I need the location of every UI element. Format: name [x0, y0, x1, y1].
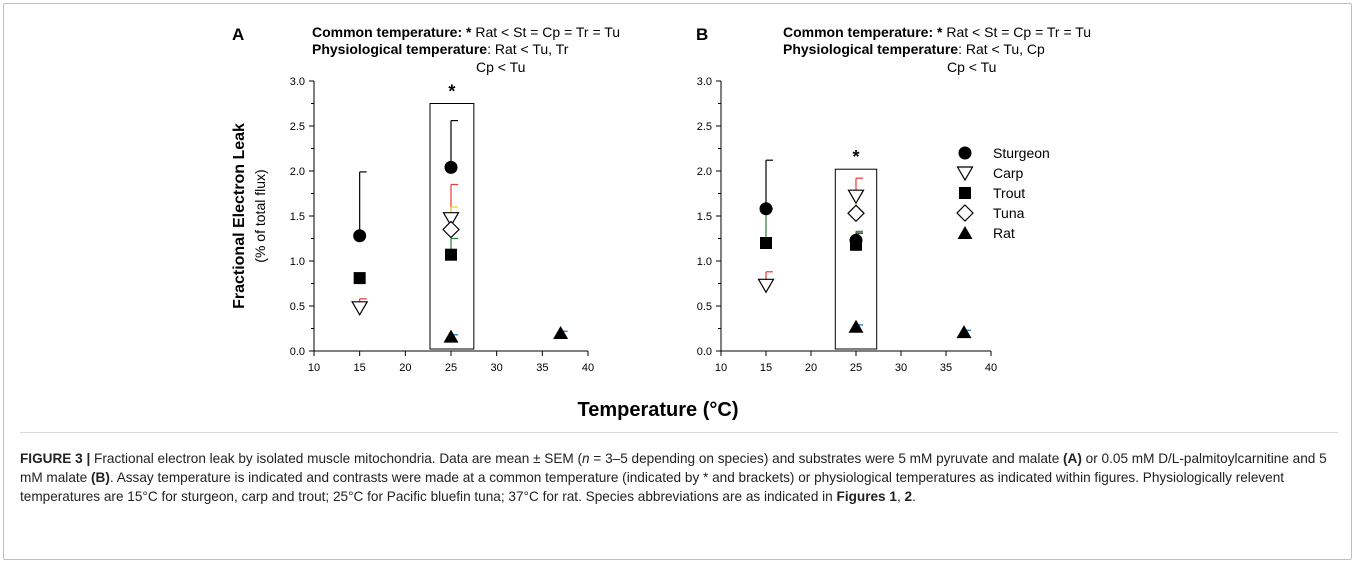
data-point-tuna: [847, 204, 865, 223]
data-point-carp: [757, 278, 775, 294]
annotation-physiological-line3: Cp < Tu: [476, 59, 525, 75]
annotation-common-label: Common temperature: *: [312, 24, 475, 40]
annotation-common-label: Common temperature: *: [783, 24, 946, 40]
x-tick-label: 40: [985, 362, 997, 374]
y-axis-title: Fractional Electron Leak: [231, 123, 248, 309]
x-tick-label: 30: [895, 362, 907, 374]
x-axis-title: Temperature (°C): [578, 399, 739, 421]
x-tick-label: 15: [760, 362, 772, 374]
annotation-physiological-label: Physiological temperature: [783, 41, 958, 57]
annotation-physiological-text: : Rat < Tu, Cp: [958, 41, 1045, 57]
data-point-sturgeon: [759, 202, 773, 216]
y-tick-label: 1.0: [697, 256, 712, 268]
annotation-common: Common temperature: * Rat < St = Cp = Tr…: [312, 24, 620, 40]
x-tick-label: 25: [445, 362, 457, 374]
panel-label: A: [232, 25, 244, 44]
legend-marker-rat: [957, 226, 973, 239]
legend-marker-trout: [959, 187, 971, 199]
caption-text-5: ,: [896, 489, 905, 504]
y-tick-label: 0.0: [697, 346, 712, 358]
annotation-physiological-label: Physiological temperature: [312, 41, 487, 57]
legend-label: Carp: [993, 165, 1024, 181]
caption-text-3: or 0.05 mM D/L-palmitoylcarnitine and 5 …: [20, 451, 1327, 485]
data-point-rat: [956, 325, 972, 339]
x-tick-label: 10: [308, 362, 320, 374]
caption-text-2: = 3–5 depending on species) and substrat…: [589, 451, 1064, 466]
figure-canvas: A Common temperature: * Rat < St = Cp = T…: [231, 24, 1091, 421]
data-point-trout: [850, 238, 862, 251]
annotation-common-text: Rat < St = Cp = Tr = Tu: [475, 24, 620, 40]
caption-text-1: Fractional electron leak by isolated mus…: [90, 451, 583, 466]
y-tick-label: 2.0: [290, 166, 305, 178]
x-tick-label: 25: [850, 362, 862, 374]
caption-label: FIGURE 3 |: [20, 451, 91, 466]
data-point-rat: [848, 319, 864, 333]
figure-caption: FIGURE 3 | Fractional electron leak by i…: [20, 449, 1340, 506]
panel-label: B: [696, 25, 708, 44]
data-point-trout: [353, 272, 366, 285]
panel-b: B Common temperature: * Rat < St = Cp = T…: [696, 24, 1091, 374]
caption-ref-fig2: 2: [904, 489, 913, 504]
annotation-physiological: Physiological temperature: Rat < Tu, Cp: [783, 41, 1045, 57]
y-tick-label: 0.0: [290, 346, 305, 358]
legend-marker-carp: [956, 166, 974, 182]
data-point-sturgeon: [353, 229, 367, 243]
x-tick-label: 30: [491, 362, 503, 374]
caption-ref-a: (A): [1063, 451, 1082, 466]
x-tick-label: 20: [805, 362, 817, 374]
data-point-rat: [443, 329, 459, 343]
y-tick-label: 1.0: [290, 256, 305, 268]
x-tick-label: 40: [582, 362, 594, 374]
caption-text-6: .: [912, 489, 916, 504]
legend-label: Sturgeon: [993, 145, 1050, 161]
caption-ref-figures: Figures 1: [836, 489, 897, 504]
x-tick-label: 15: [354, 362, 366, 374]
data-point-carp: [847, 189, 865, 205]
significance-star: *: [852, 147, 859, 167]
y-tick-label: 0.5: [697, 301, 712, 313]
legend-marker-sturgeon: [958, 146, 972, 160]
data-point-trout: [445, 248, 457, 261]
annotation-common: Common temperature: * Rat < St = Cp = Tr…: [783, 24, 1091, 40]
annotation-physiological: Physiological temperature: Rat < Tu, Tr: [312, 41, 569, 57]
data-point-carp: [442, 212, 460, 227]
data-point-trout: [760, 237, 772, 249]
data-point-sturgeon: [444, 160, 458, 174]
y-tick-label: 2.5: [697, 121, 712, 133]
annotation-physiological-line3: Cp < Tu: [947, 59, 996, 75]
x-tick-label: 35: [940, 362, 952, 374]
annotation-common-text: Rat < St = Cp = Tr = Tu: [946, 24, 1091, 40]
y-tick-label: 2.0: [697, 166, 712, 178]
legend-label: Tuna: [993, 205, 1025, 221]
y-tick-label: 1.5: [697, 211, 712, 223]
annotation-physiological-text: : Rat < Tu, Tr: [487, 41, 569, 57]
y-tick-label: 3.0: [697, 76, 712, 88]
caption-n: n: [582, 451, 590, 466]
legend-marker-tuna: [956, 204, 974, 222]
caption-ref-b: (B): [91, 470, 110, 485]
significance-star: *: [448, 82, 455, 102]
panel-a: A Common temperature: * Rat < St = Cp = T…: [231, 24, 620, 374]
y-tick-label: 1.5: [290, 211, 305, 223]
common-temperature-bracket: [834, 168, 878, 350]
x-tick-label: 35: [536, 362, 548, 374]
y-tick-label: 0.5: [290, 301, 305, 313]
x-tick-label: 20: [399, 362, 411, 374]
y-axis-subtitle: (% of total flux): [252, 169, 268, 262]
data-point-carp: [351, 301, 369, 317]
caption-text-4: . Assay temperature is indicated and con…: [20, 470, 1285, 504]
caption-separator: [20, 432, 1338, 433]
data-point-tuna: [442, 220, 460, 239]
figure-frame: [3, 3, 1352, 560]
data-point-rat: [553, 326, 569, 339]
y-tick-label: 2.5: [290, 121, 305, 133]
y-tick-label: 3.0: [290, 76, 305, 88]
legend-label: Rat: [993, 225, 1015, 241]
x-tick-label: 10: [715, 362, 727, 374]
legend-label: Trout: [993, 185, 1025, 201]
common-temperature-bracket: [429, 103, 475, 350]
